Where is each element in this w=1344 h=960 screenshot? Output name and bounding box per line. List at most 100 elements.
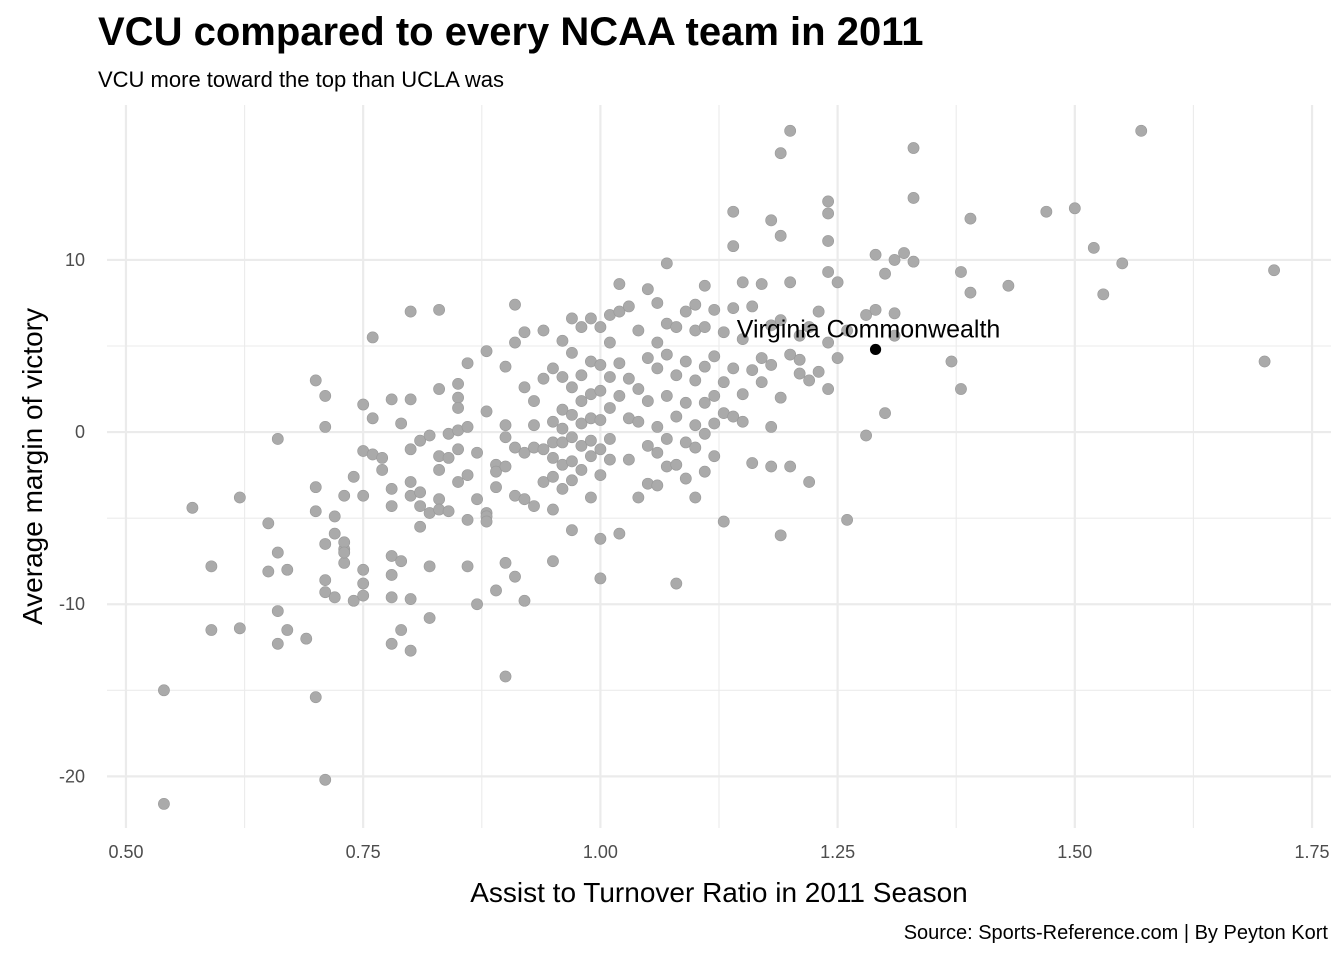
data-point — [233, 491, 246, 504]
data-point — [433, 464, 445, 476]
data-point — [509, 441, 521, 454]
data-points — [158, 124, 1280, 810]
data-point — [603, 402, 616, 414]
data-point — [907, 192, 920, 204]
data-point — [395, 417, 408, 430]
data-point — [499, 670, 512, 683]
data-point — [964, 286, 977, 299]
data-point — [689, 441, 702, 454]
data-point — [603, 371, 616, 383]
data-point — [651, 446, 664, 459]
data-point — [566, 381, 578, 394]
data-point — [281, 563, 294, 576]
data-point — [727, 362, 740, 375]
data-point — [518, 381, 531, 394]
data-point — [509, 336, 521, 349]
data-point — [774, 229, 787, 242]
data-point — [765, 460, 778, 473]
data-point — [461, 513, 474, 526]
data-point — [433, 303, 445, 316]
data-point — [347, 594, 360, 607]
highlight-group: Virginia Commonwealth — [737, 315, 1001, 356]
data-point — [613, 390, 626, 402]
data-point — [803, 321, 816, 333]
data-point — [793, 367, 806, 380]
data-point — [547, 451, 559, 464]
data-point — [442, 505, 455, 518]
data-point — [803, 374, 816, 387]
data-point — [945, 355, 958, 368]
data-point — [404, 305, 417, 318]
data-point — [774, 529, 787, 542]
data-point — [433, 493, 445, 506]
data-point — [1002, 279, 1015, 292]
data-point — [1268, 264, 1280, 277]
data-point — [262, 517, 275, 530]
x-tick-label: 1.25 — [820, 842, 855, 862]
data-point — [404, 593, 417, 605]
data-point — [717, 376, 730, 389]
data-point — [499, 431, 512, 444]
data-point — [499, 419, 512, 432]
data-point — [575, 395, 588, 407]
data-point — [869, 303, 882, 316]
data-point — [793, 329, 806, 342]
data-point — [660, 390, 673, 402]
chart-subtitle: VCU more toward the top than UCLA was — [98, 67, 504, 92]
data-point — [879, 267, 891, 280]
x-tick-label: 1.50 — [1057, 842, 1092, 862]
data-point — [641, 352, 654, 364]
data-point — [566, 312, 578, 325]
data-point — [205, 560, 218, 573]
y-tick-label: 0 — [75, 422, 85, 442]
data-point — [594, 384, 607, 397]
chart-caption: Source: Sports-Reference.com | By Peyton… — [903, 922, 1328, 944]
vcu-annotation-label: Virginia Commonwealth — [737, 315, 1001, 343]
data-point — [1135, 124, 1148, 137]
data-point — [547, 555, 559, 568]
data-point — [955, 266, 967, 278]
data-point — [423, 612, 436, 624]
data-point — [746, 457, 759, 469]
data-point — [603, 433, 616, 445]
data-point — [651, 479, 664, 492]
data-point — [414, 486, 427, 499]
data-point — [670, 369, 683, 382]
data-point — [338, 536, 351, 549]
data-point — [632, 491, 645, 504]
data-point — [679, 355, 692, 368]
data-point — [812, 305, 825, 318]
data-point — [822, 266, 835, 278]
data-point — [679, 436, 692, 449]
y-tick-label: -20 — [59, 766, 85, 786]
data-point — [774, 147, 787, 160]
data-point — [556, 403, 569, 416]
data-point — [547, 415, 559, 428]
chart-title: VCU compared to every NCAA team in 2011 — [98, 10, 924, 54]
data-point — [765, 359, 778, 371]
data-point — [784, 276, 797, 289]
data-point — [812, 365, 825, 378]
data-point — [575, 369, 588, 382]
data-point — [746, 300, 759, 313]
data-point — [309, 505, 322, 518]
data-point — [622, 300, 635, 313]
data-point — [347, 470, 360, 483]
data-point — [566, 431, 578, 444]
data-point — [679, 472, 692, 485]
data-point — [841, 513, 853, 526]
data-point — [319, 390, 332, 402]
data-point — [613, 357, 626, 370]
data-point — [537, 443, 550, 456]
y-axis-tick-labels: -20 -10 0 10 — [59, 250, 85, 786]
data-point — [566, 455, 578, 468]
data-point — [404, 443, 417, 456]
data-point — [319, 773, 332, 786]
grid-lines — [107, 105, 1331, 828]
data-point — [689, 491, 702, 504]
data-point — [556, 436, 569, 449]
data-point — [585, 450, 597, 463]
data-point — [262, 565, 275, 578]
data-point — [480, 515, 493, 528]
data-point — [385, 393, 398, 406]
